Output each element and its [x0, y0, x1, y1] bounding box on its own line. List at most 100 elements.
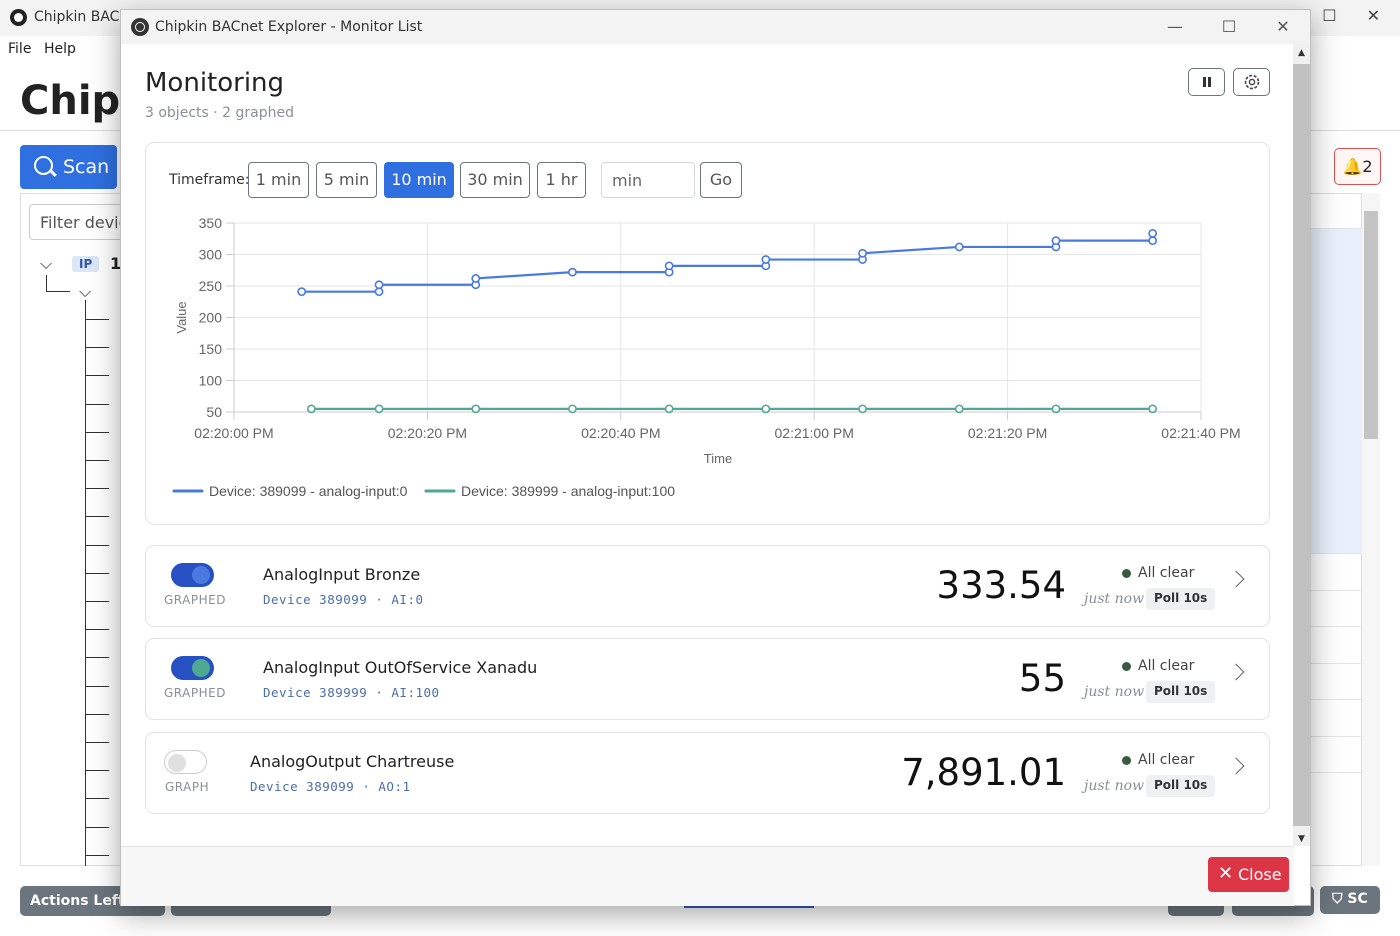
close-icon[interactable]: ✕: [1276, 17, 1290, 36]
y-tick-label: 100: [199, 373, 223, 389]
last-updated: just now: [1084, 684, 1145, 700]
y-tick-label: 150: [199, 341, 223, 357]
tree-connector: [85, 431, 109, 433]
tree-connector: [46, 291, 70, 292]
chevron-right-icon[interactable]: [1227, 663, 1245, 681]
data-point: [1148, 404, 1158, 414]
legend-label: Device: 389099 - analog-input:0: [209, 483, 408, 499]
tree-connector: [85, 300, 86, 866]
timeframe-button[interactable]: 1 min: [248, 162, 309, 198]
menu-help[interactable]: Help: [44, 41, 76, 57]
status-badge: All clear: [1122, 658, 1194, 674]
chevron-down-icon[interactable]: ⌵: [79, 282, 92, 301]
data-point: [858, 248, 867, 258]
chart-card: Timeframe: 1 min 5 min 10 min 30 min 1 hr mi…: [145, 142, 1270, 525]
minimize-icon[interactable]: —: [1167, 17, 1183, 36]
tree-connector: [85, 319, 109, 320]
menu-file[interactable]: File: [8, 41, 32, 57]
data-point: [374, 404, 384, 414]
sc-button[interactable]: ⛉ SC: [1320, 886, 1380, 914]
timeframe-button[interactable]: 5 min: [316, 162, 377, 198]
close-button-label: Close: [1238, 865, 1282, 884]
data-point: [1051, 404, 1061, 414]
settings-button[interactable]: [1233, 68, 1270, 96]
status-dot-icon: [1122, 569, 1131, 578]
data-point: [664, 261, 674, 271]
scrollbar-thumb[interactable]: [1293, 64, 1310, 826]
timeframe-label: Timeframe:: [169, 172, 250, 188]
monitor-item[interactable]: GRAPHED AnalogInput OutOfService Xanadu De…: [145, 638, 1270, 720]
sc-label: SC: [1347, 891, 1368, 907]
actions-left-label: Actions Left:: [30, 893, 131, 909]
dialog-footer: [121, 846, 1294, 906]
tree-connector: [85, 770, 109, 772]
shield-icon: ⛉: [1332, 891, 1348, 907]
chevron-right-icon[interactable]: [1227, 570, 1245, 588]
maximize-icon[interactable]: ☐: [1221, 17, 1237, 36]
filter-devices-input[interactable]: Filter devices: [29, 204, 121, 240]
tree-connector: [85, 460, 109, 461]
y-tick-label: 350: [199, 215, 223, 231]
timeframe-button[interactable]: 10 min: [384, 162, 454, 198]
tree-connector: [85, 629, 109, 631]
page-title: Monitoring: [145, 68, 285, 98]
row-divider: [1310, 663, 1362, 664]
object-value: 7,891.01: [901, 751, 1066, 794]
data-point: [568, 404, 577, 414]
tree-connector: [85, 403, 109, 405]
x-tick-label: 02:20:00 PM: [194, 425, 273, 441]
close-x-icon: ✕: [1218, 863, 1234, 884]
status-text: All clear: [1138, 565, 1195, 581]
go-button[interactable]: Go: [700, 162, 742, 198]
custom-minutes-input[interactable]: min: [601, 162, 695, 198]
chevron-right-icon[interactable]: [1227, 757, 1245, 775]
close-button[interactable]: ✕ Close: [1208, 857, 1289, 892]
tree-connector: [85, 685, 109, 687]
toggle-knob: [192, 566, 210, 584]
main-maximize-icon[interactable]: ☐: [1322, 6, 1337, 25]
legend-label: Device: 389999 - analog-input:100: [461, 483, 675, 499]
data-point: [1148, 228, 1158, 238]
dialog-scrollbar[interactable]: ▲ ▼: [1293, 44, 1310, 846]
x-tick-label: 02:21:40 PM: [1161, 425, 1240, 441]
graph-toggle[interactable]: [171, 563, 214, 587]
tree-connector: [85, 854, 109, 856]
pause-button[interactable]: [1188, 68, 1225, 96]
scan-button[interactable]: Scan: [20, 145, 117, 189]
selected-row: [1310, 228, 1362, 553]
data-point: [306, 404, 316, 414]
y-tick-label: 200: [199, 310, 223, 326]
data-point: [471, 404, 481, 414]
graph-toggle[interactable]: [164, 750, 207, 774]
toggle-knob: [168, 754, 186, 772]
monitor-item[interactable]: GRAPHED AnalogInput Bronze Device 389099 ·…: [145, 545, 1270, 627]
timeframe-button[interactable]: 1 hr: [537, 162, 586, 198]
data-point: [954, 242, 964, 252]
chevron-down-icon[interactable]: ⌵: [40, 254, 53, 273]
timeframe-button[interactable]: 30 min: [460, 162, 530, 198]
version-link[interactable]: [684, 894, 814, 908]
tree-connector: [85, 713, 109, 715]
graph-toggle-label: GRAPH: [165, 780, 210, 794]
tree-connector: [85, 826, 109, 828]
data-point: [664, 404, 674, 414]
data-point: [374, 280, 384, 290]
poll-interval-badge: Poll 10s: [1146, 775, 1216, 797]
monitor-chart: 350 300 250 200 150 100 50 02:20:00 PM 02:20:20 …: [172, 215, 1241, 499]
monitor-item[interactable]: GRAPH AnalogOutput Chartreuse Device 38909…: [145, 732, 1270, 814]
scroll-down-icon[interactable]: ▼: [1298, 834, 1305, 844]
object-name: AnalogInput OutOfService Xanadu: [263, 658, 538, 677]
graph-toggle[interactable]: [171, 656, 214, 680]
scrollbar-thumb[interactable]: [1364, 211, 1378, 439]
main-scrollbar[interactable]: [1362, 193, 1380, 866]
tree-node-label[interactable]: 1: [110, 254, 122, 273]
app-logo-icon: [131, 18, 149, 36]
tree-connector: [85, 488, 109, 490]
tree-connector: [85, 572, 109, 574]
notifications-button[interactable]: 🔔2: [1334, 148, 1381, 185]
object-name: AnalogInput Bronze: [263, 565, 421, 584]
scroll-up-icon[interactable]: ▲: [1298, 48, 1305, 58]
dialog-titlebar: Chipkin BACnet Explorer - Monitor List —…: [121, 10, 1310, 44]
x-tick-label: 02:20:40 PM: [581, 425, 660, 441]
main-close-icon[interactable]: ✕: [1366, 6, 1380, 25]
